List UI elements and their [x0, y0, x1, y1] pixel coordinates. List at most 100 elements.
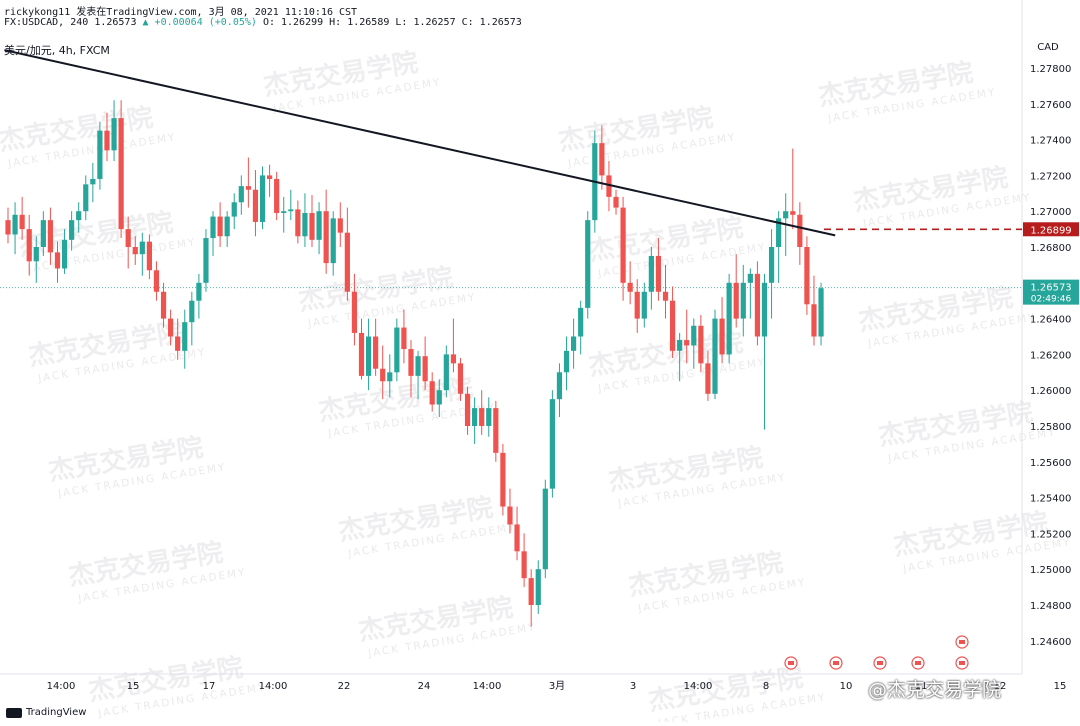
candle-body[interactable] [486, 408, 492, 426]
candle-body[interactable] [472, 408, 478, 426]
candle-body[interactable] [641, 291, 647, 319]
candle-body[interactable] [818, 288, 824, 337]
candle-body[interactable] [47, 220, 54, 253]
candle-body[interactable] [684, 340, 690, 346]
candle-body[interactable] [358, 332, 365, 376]
candle-body[interactable] [146, 241, 152, 271]
candle-body[interactable] [542, 488, 548, 570]
candle-body[interactable] [408, 349, 414, 376]
candle-body[interactable] [733, 282, 739, 319]
candle-body[interactable] [153, 270, 160, 292]
candle-body[interactable] [613, 196, 619, 208]
candle-body[interactable] [620, 207, 626, 283]
candle-body[interactable] [245, 186, 251, 190]
candle-body[interactable] [118, 118, 124, 230]
candle-body[interactable] [217, 216, 223, 237]
candle-body[interactable] [571, 336, 577, 351]
candle-body[interactable] [295, 209, 301, 237]
candle-body[interactable] [585, 220, 591, 308]
candle-body[interactable] [606, 175, 612, 197]
candle-body[interactable] [274, 178, 280, 213]
candle-body[interactable] [776, 218, 782, 247]
candle-body[interactable] [479, 408, 485, 426]
candle-body[interactable] [125, 229, 131, 247]
candle-body[interactable] [726, 282, 732, 355]
candle-body[interactable] [712, 318, 718, 394]
candle-body[interactable] [26, 229, 32, 262]
candle-body[interactable] [507, 506, 513, 525]
candle-body[interactable] [380, 368, 386, 382]
tradingview-logo[interactable]: TradingView [6, 707, 86, 718]
candle-body[interactable] [669, 300, 676, 351]
candle-body[interactable] [387, 372, 393, 382]
candle-body[interactable] [281, 211, 287, 213]
candle-body[interactable] [648, 255, 654, 292]
candle-body[interactable] [111, 118, 117, 151]
candle-body[interactable] [330, 218, 336, 264]
candle-body[interactable] [40, 220, 46, 247]
candle-body[interactable] [740, 282, 746, 319]
candle-body[interactable] [337, 218, 343, 233]
candle-body[interactable] [160, 291, 167, 319]
candle-body[interactable] [521, 551, 527, 579]
candle-body[interactable] [252, 189, 259, 222]
candle-body[interactable] [804, 247, 810, 305]
candle-body[interactable] [76, 211, 82, 221]
candle-body[interactable] [436, 390, 442, 405]
candle-body[interactable] [797, 214, 803, 247]
candle-body[interactable] [351, 291, 358, 333]
candle-body[interactable] [401, 327, 407, 350]
candle-body[interactable] [210, 216, 216, 239]
candle-body[interactable] [238, 186, 244, 203]
candle-body[interactable] [5, 220, 11, 235]
candle-body[interactable] [705, 363, 711, 394]
candle-body[interactable] [323, 211, 329, 264]
candle-body[interactable] [514, 524, 520, 552]
candle-body[interactable] [259, 175, 266, 222]
candle-body[interactable] [33, 247, 39, 262]
candle-body[interactable] [563, 350, 570, 373]
downtrend-line[interactable] [4, 49, 836, 237]
candle-body[interactable] [634, 291, 640, 319]
candle-body[interactable] [556, 372, 563, 400]
candle-body[interactable] [662, 291, 669, 301]
candle-body[interactable] [627, 282, 633, 292]
candle-body[interactable] [231, 202, 237, 217]
candle-body[interactable] [12, 214, 18, 235]
candle-body[interactable] [464, 393, 471, 426]
candle-body[interactable] [203, 238, 209, 283]
candle-body[interactable] [535, 569, 541, 605]
candle-body[interactable] [500, 452, 506, 507]
candle-body[interactable] [373, 336, 379, 369]
candle-body[interactable] [528, 578, 534, 605]
candle-body[interactable] [422, 356, 428, 382]
candle-body[interactable] [196, 282, 202, 301]
candle-body[interactable] [719, 318, 725, 355]
candle-body[interactable] [365, 336, 372, 376]
candle-body[interactable] [443, 354, 449, 391]
candle-body[interactable] [344, 232, 350, 292]
candle-body[interactable] [450, 354, 457, 364]
candle-body[interactable] [182, 322, 188, 351]
candle-body[interactable] [811, 304, 817, 337]
candle-body[interactable] [747, 273, 753, 283]
candle-body[interactable] [677, 340, 683, 351]
candle-body[interactable] [429, 381, 435, 405]
candle-body[interactable] [189, 300, 195, 323]
candle-body[interactable] [316, 211, 322, 240]
candle-body[interactable] [394, 327, 400, 373]
candle-body[interactable] [599, 143, 605, 176]
candle-body[interactable] [309, 212, 315, 240]
candle-body[interactable] [168, 318, 174, 337]
candle-body[interactable] [655, 255, 662, 292]
candle-body[interactable] [266, 175, 273, 179]
candle-body[interactable] [175, 336, 181, 351]
candle-body[interactable] [768, 247, 775, 283]
candle-body[interactable] [790, 211, 796, 215]
candle-body[interactable] [783, 211, 789, 219]
candle-body[interactable] [761, 282, 768, 337]
candle-body[interactable] [69, 220, 75, 240]
candle-body[interactable] [61, 239, 68, 269]
candle-body[interactable] [288, 209, 294, 212]
